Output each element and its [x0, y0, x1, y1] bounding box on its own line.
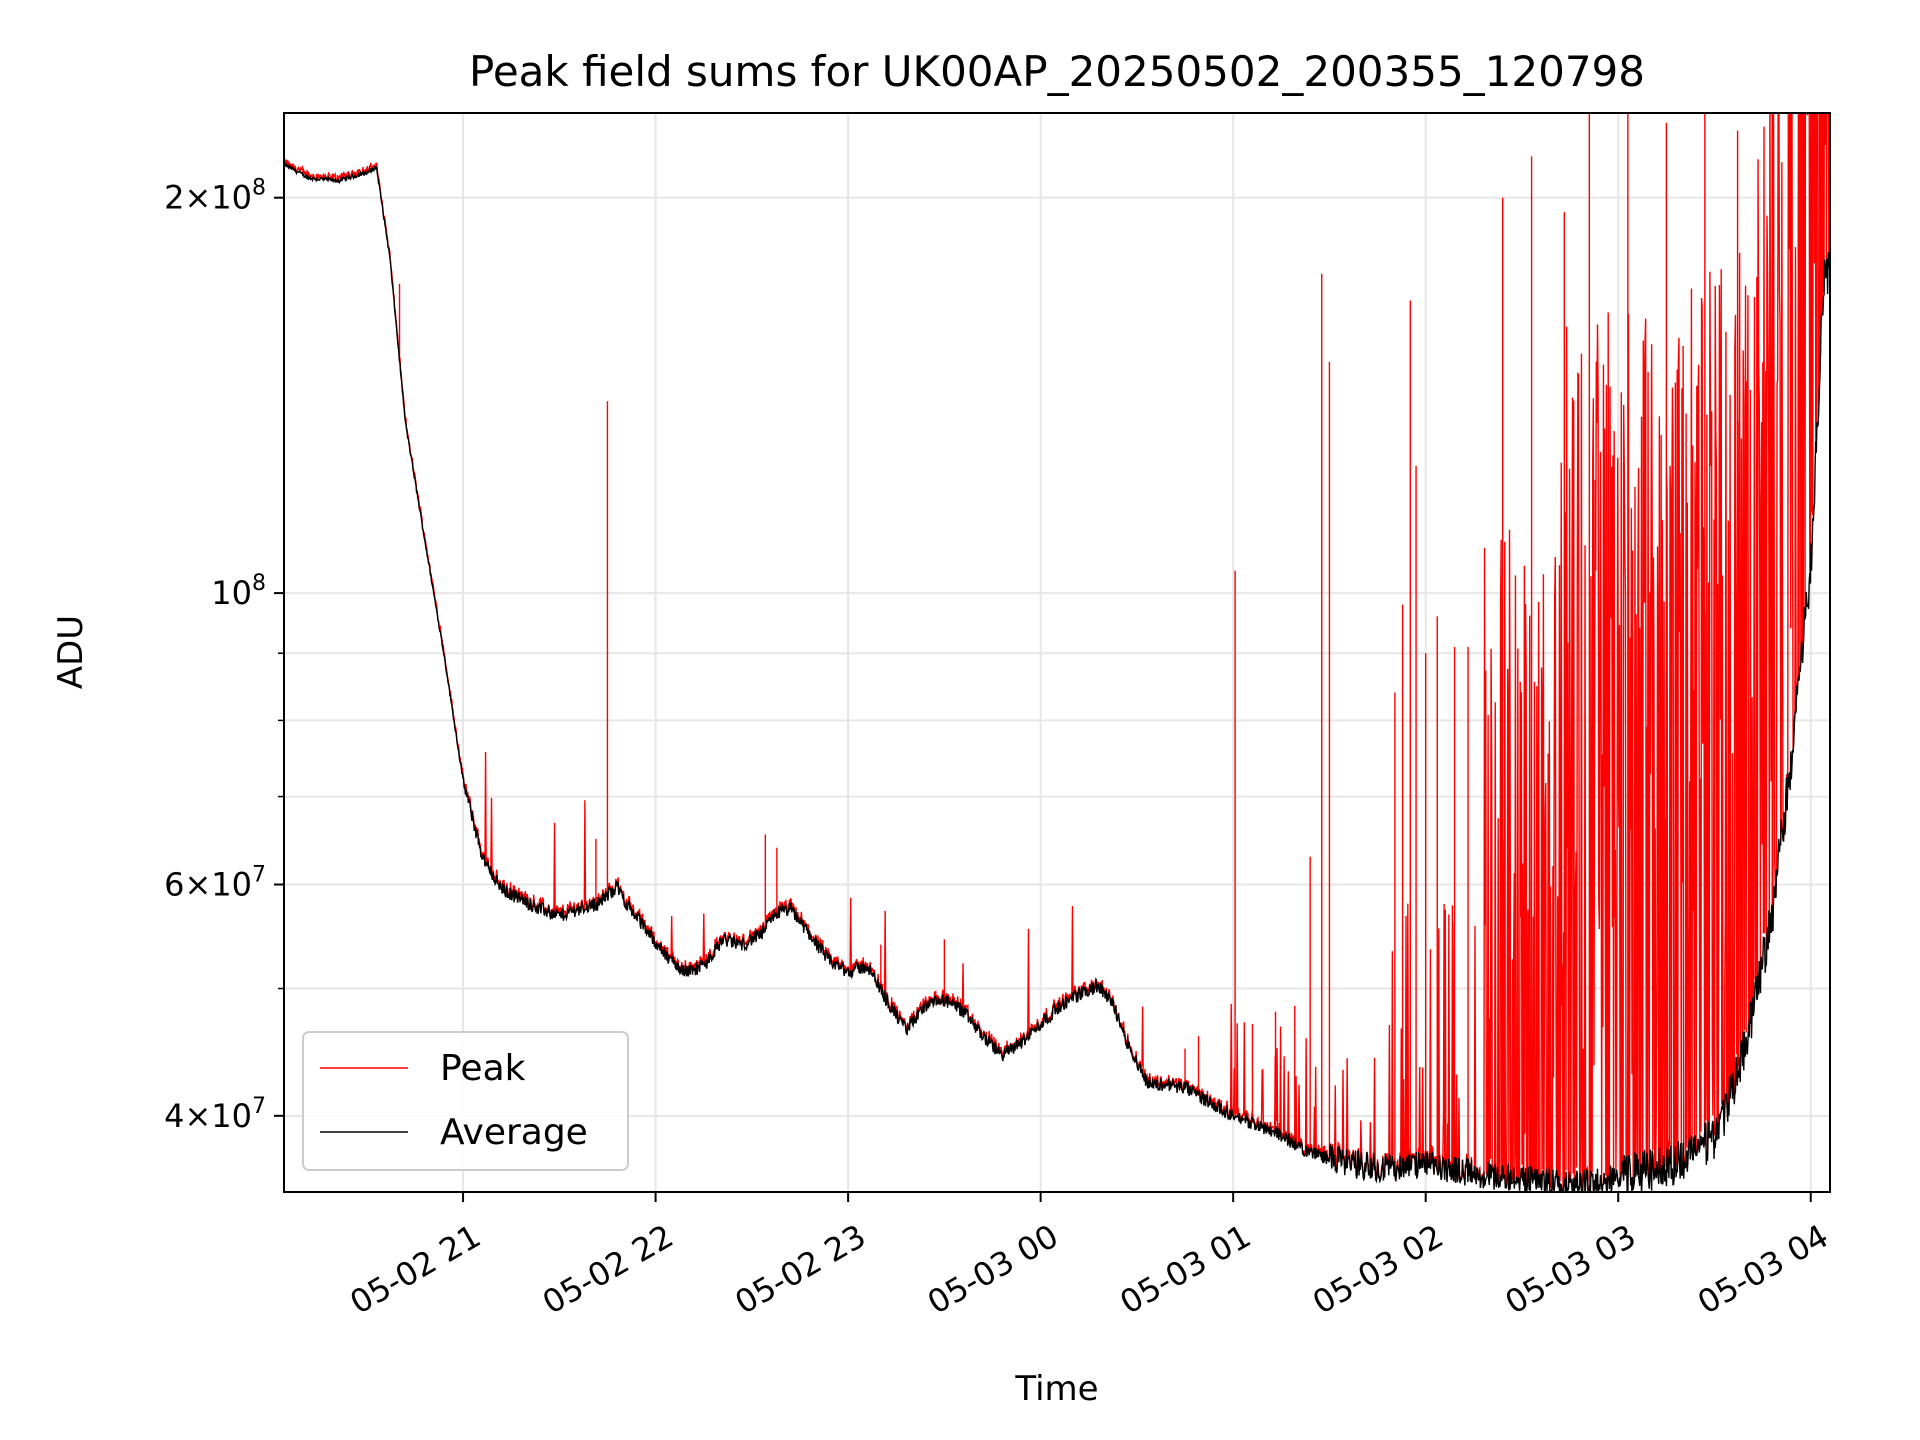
series-layer: [284, 113, 1830, 1192]
legend: Peak Average: [302, 1031, 629, 1171]
average-series-line: [284, 160, 1830, 1192]
y-axis-label: ADU: [51, 615, 91, 689]
y-tick-label: 6×107: [164, 863, 266, 904]
legend-average-label: Average: [440, 1112, 588, 1153]
legend-box: [302, 1031, 629, 1171]
y-tick-label: 2×108: [164, 176, 266, 217]
x-axis-label: Time: [1014, 1369, 1098, 1409]
chart-title: Peak field sums for UK00AP_20250502_2003…: [469, 47, 1645, 96]
y-tick-label: 108: [211, 571, 266, 612]
y-tick-label: 4×107: [164, 1094, 266, 1135]
legend-peak-label: Peak: [440, 1048, 526, 1089]
peak-series-line: [284, 113, 1830, 1192]
